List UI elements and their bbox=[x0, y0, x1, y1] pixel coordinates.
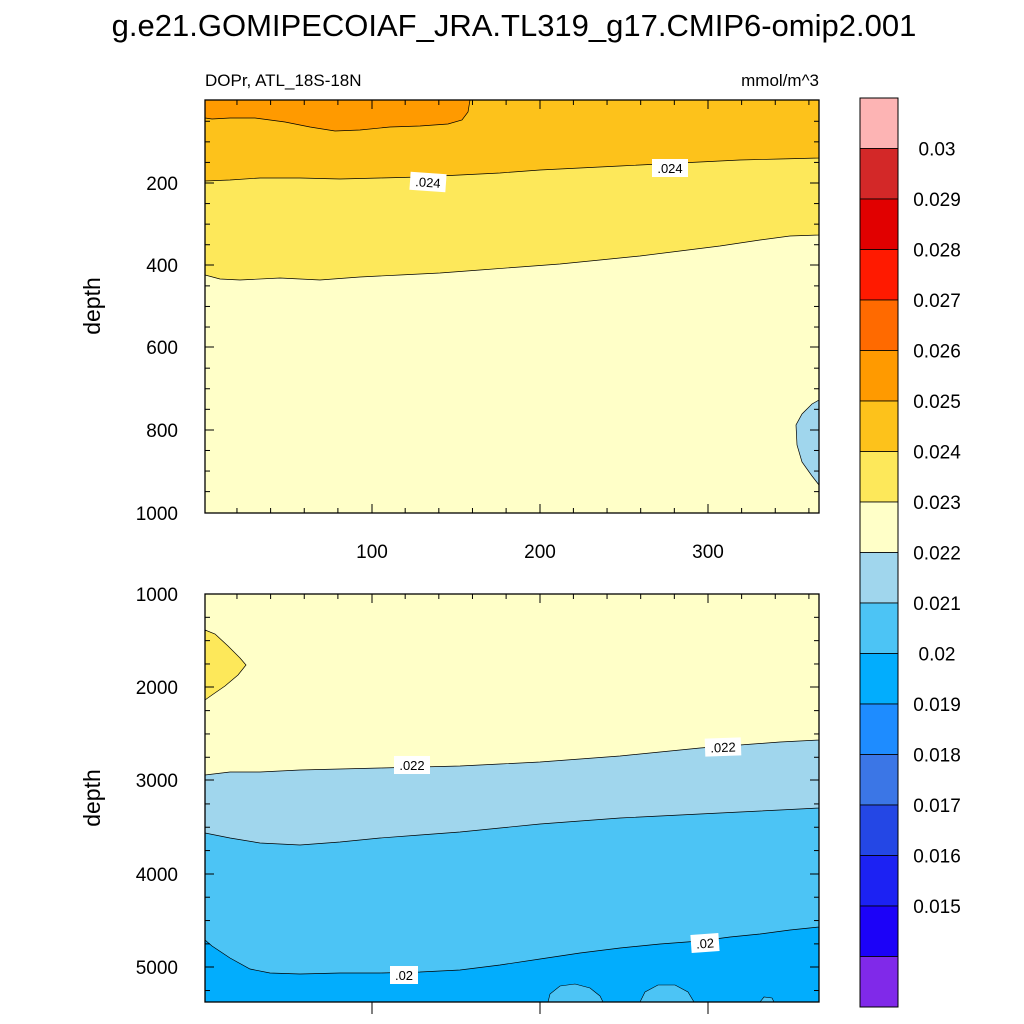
upper-y-tick-label: 400 bbox=[146, 256, 178, 277]
lower-y-tick-labels: 1000 2000 3000 4000 5000 bbox=[136, 585, 178, 979]
colorbar-swatch bbox=[859, 653, 899, 705]
lower-bottom-patch bbox=[639, 984, 695, 1002]
colorbar-swatch bbox=[859, 451, 899, 503]
colorbar-swatch bbox=[859, 956, 899, 1008]
colorbar-swatch bbox=[859, 148, 899, 200]
colorbar-swatch bbox=[859, 400, 899, 452]
colorbar-label: 0.027 bbox=[913, 291, 961, 312]
colorbar-swatch bbox=[859, 855, 899, 907]
colorbar-swatch bbox=[859, 703, 899, 755]
upper-contour-label-1: .024 bbox=[409, 171, 447, 193]
svg-text:.02: .02 bbox=[395, 968, 413, 983]
colorbar-label: 0.016 bbox=[913, 847, 961, 868]
colorbar-swatch bbox=[859, 905, 899, 957]
colorbar-label: 0.024 bbox=[913, 443, 961, 464]
upper-contour-label-2: .024 bbox=[652, 159, 688, 177]
colorbar-label: 0.029 bbox=[913, 190, 961, 211]
upper-x-ticks bbox=[371, 100, 709, 513]
lower-y-tick-label: 4000 bbox=[136, 865, 178, 886]
colorbar-label: 0.019 bbox=[913, 695, 961, 716]
upper-y-axis-label: depth bbox=[79, 277, 105, 335]
colorbar-label: 0.028 bbox=[913, 241, 961, 262]
colorbar-swatch bbox=[859, 249, 899, 301]
upper-x-tick-label: 300 bbox=[692, 542, 724, 563]
units-label: mmol/m^3 bbox=[741, 71, 819, 90]
colorbar-swatch bbox=[859, 97, 899, 149]
upper-y-tick-label: 800 bbox=[146, 421, 178, 442]
colorbar-swatch bbox=[859, 552, 899, 604]
upper-y-ticks bbox=[205, 182, 819, 431]
lower-y-tick-label: 3000 bbox=[136, 771, 178, 792]
upper-x-tick-label: 200 bbox=[524, 542, 556, 563]
svg-text:.022: .022 bbox=[710, 740, 736, 756]
colorbar-frame bbox=[859, 97, 899, 1008]
variable-label: DOPr, ATL_18S-18N bbox=[205, 71, 362, 90]
lower-y-tick-label: 1000 bbox=[136, 585, 178, 606]
upper-band-0.025-0.026 bbox=[205, 100, 471, 132]
lower-y-axis-label: depth bbox=[79, 769, 105, 827]
upper-y-tick-label: 200 bbox=[146, 174, 178, 195]
lower-band-0.022-0.023 bbox=[205, 594, 819, 776]
lower-contour-label-3: .02 bbox=[390, 966, 418, 984]
colorbar-label: 0.015 bbox=[913, 897, 961, 918]
upper-x-tick-labels: 100 200 300 bbox=[356, 542, 724, 563]
upper-panel bbox=[205, 100, 819, 513]
upper-band-0.021-0.022 bbox=[795, 399, 819, 486]
colorbar-label: 0.018 bbox=[913, 746, 961, 767]
upper-y-tick-labels: 200 400 600 800 1000 bbox=[136, 174, 178, 525]
colorbar-label: 0.03 bbox=[919, 140, 956, 161]
lower-y-tick-label: 5000 bbox=[136, 958, 178, 979]
colorbar-swatch bbox=[859, 804, 899, 856]
lower-panel bbox=[205, 594, 819, 1002]
lower-bottom-patch bbox=[547, 983, 604, 1002]
svg-text:.022: .022 bbox=[399, 758, 424, 773]
colorbar-label: 0.02 bbox=[919, 645, 956, 666]
svg-text:.024: .024 bbox=[657, 161, 682, 176]
colorbar-swatch bbox=[859, 350, 899, 402]
upper-y-tick-label: 600 bbox=[146, 338, 178, 359]
lower-y-ticks bbox=[205, 686, 819, 968]
lower-contour-label-1: .022 bbox=[394, 756, 430, 774]
colorbar-label: 0.021 bbox=[913, 594, 961, 615]
lower-band-0.023-0.024 bbox=[205, 629, 247, 701]
colorbar-swatch bbox=[859, 754, 899, 806]
lower-contour-label-4: .02 bbox=[690, 933, 720, 953]
upper-x-tick-label: 100 bbox=[356, 542, 388, 563]
colorbar-label: 0.026 bbox=[913, 342, 961, 363]
lower-bottom-patch bbox=[759, 996, 775, 1002]
colorbar: 0.03 0.029 0.028 0.027 0.026 0.025 0.024 0.023 0… bbox=[859, 97, 961, 1008]
lower-y-tick-label: 2000 bbox=[136, 678, 178, 699]
lower-plot-frame bbox=[204, 593, 820, 1003]
colorbar-swatch bbox=[859, 299, 899, 351]
svg-text:.024: .024 bbox=[415, 174, 441, 191]
colorbar-label: 0.025 bbox=[913, 392, 961, 413]
colorbar-swatch bbox=[859, 198, 899, 250]
colorbar-label: 0.017 bbox=[913, 796, 961, 817]
lower-x-ticks bbox=[371, 594, 709, 1014]
upper-y-tick-label: 1000 bbox=[136, 504, 178, 525]
svg-text:.02: .02 bbox=[695, 935, 714, 951]
figure-title: g.e21.GOMIPECOIAF_JRA.TL319_g17.CMIP6-om… bbox=[112, 8, 917, 43]
lower-contour-label-2: .022 bbox=[704, 737, 742, 757]
colorbar-label: 0.022 bbox=[913, 544, 961, 565]
colorbar-label: 0.023 bbox=[913, 493, 961, 514]
colorbar-swatch bbox=[859, 602, 899, 654]
colorbar-swatch bbox=[859, 501, 899, 553]
